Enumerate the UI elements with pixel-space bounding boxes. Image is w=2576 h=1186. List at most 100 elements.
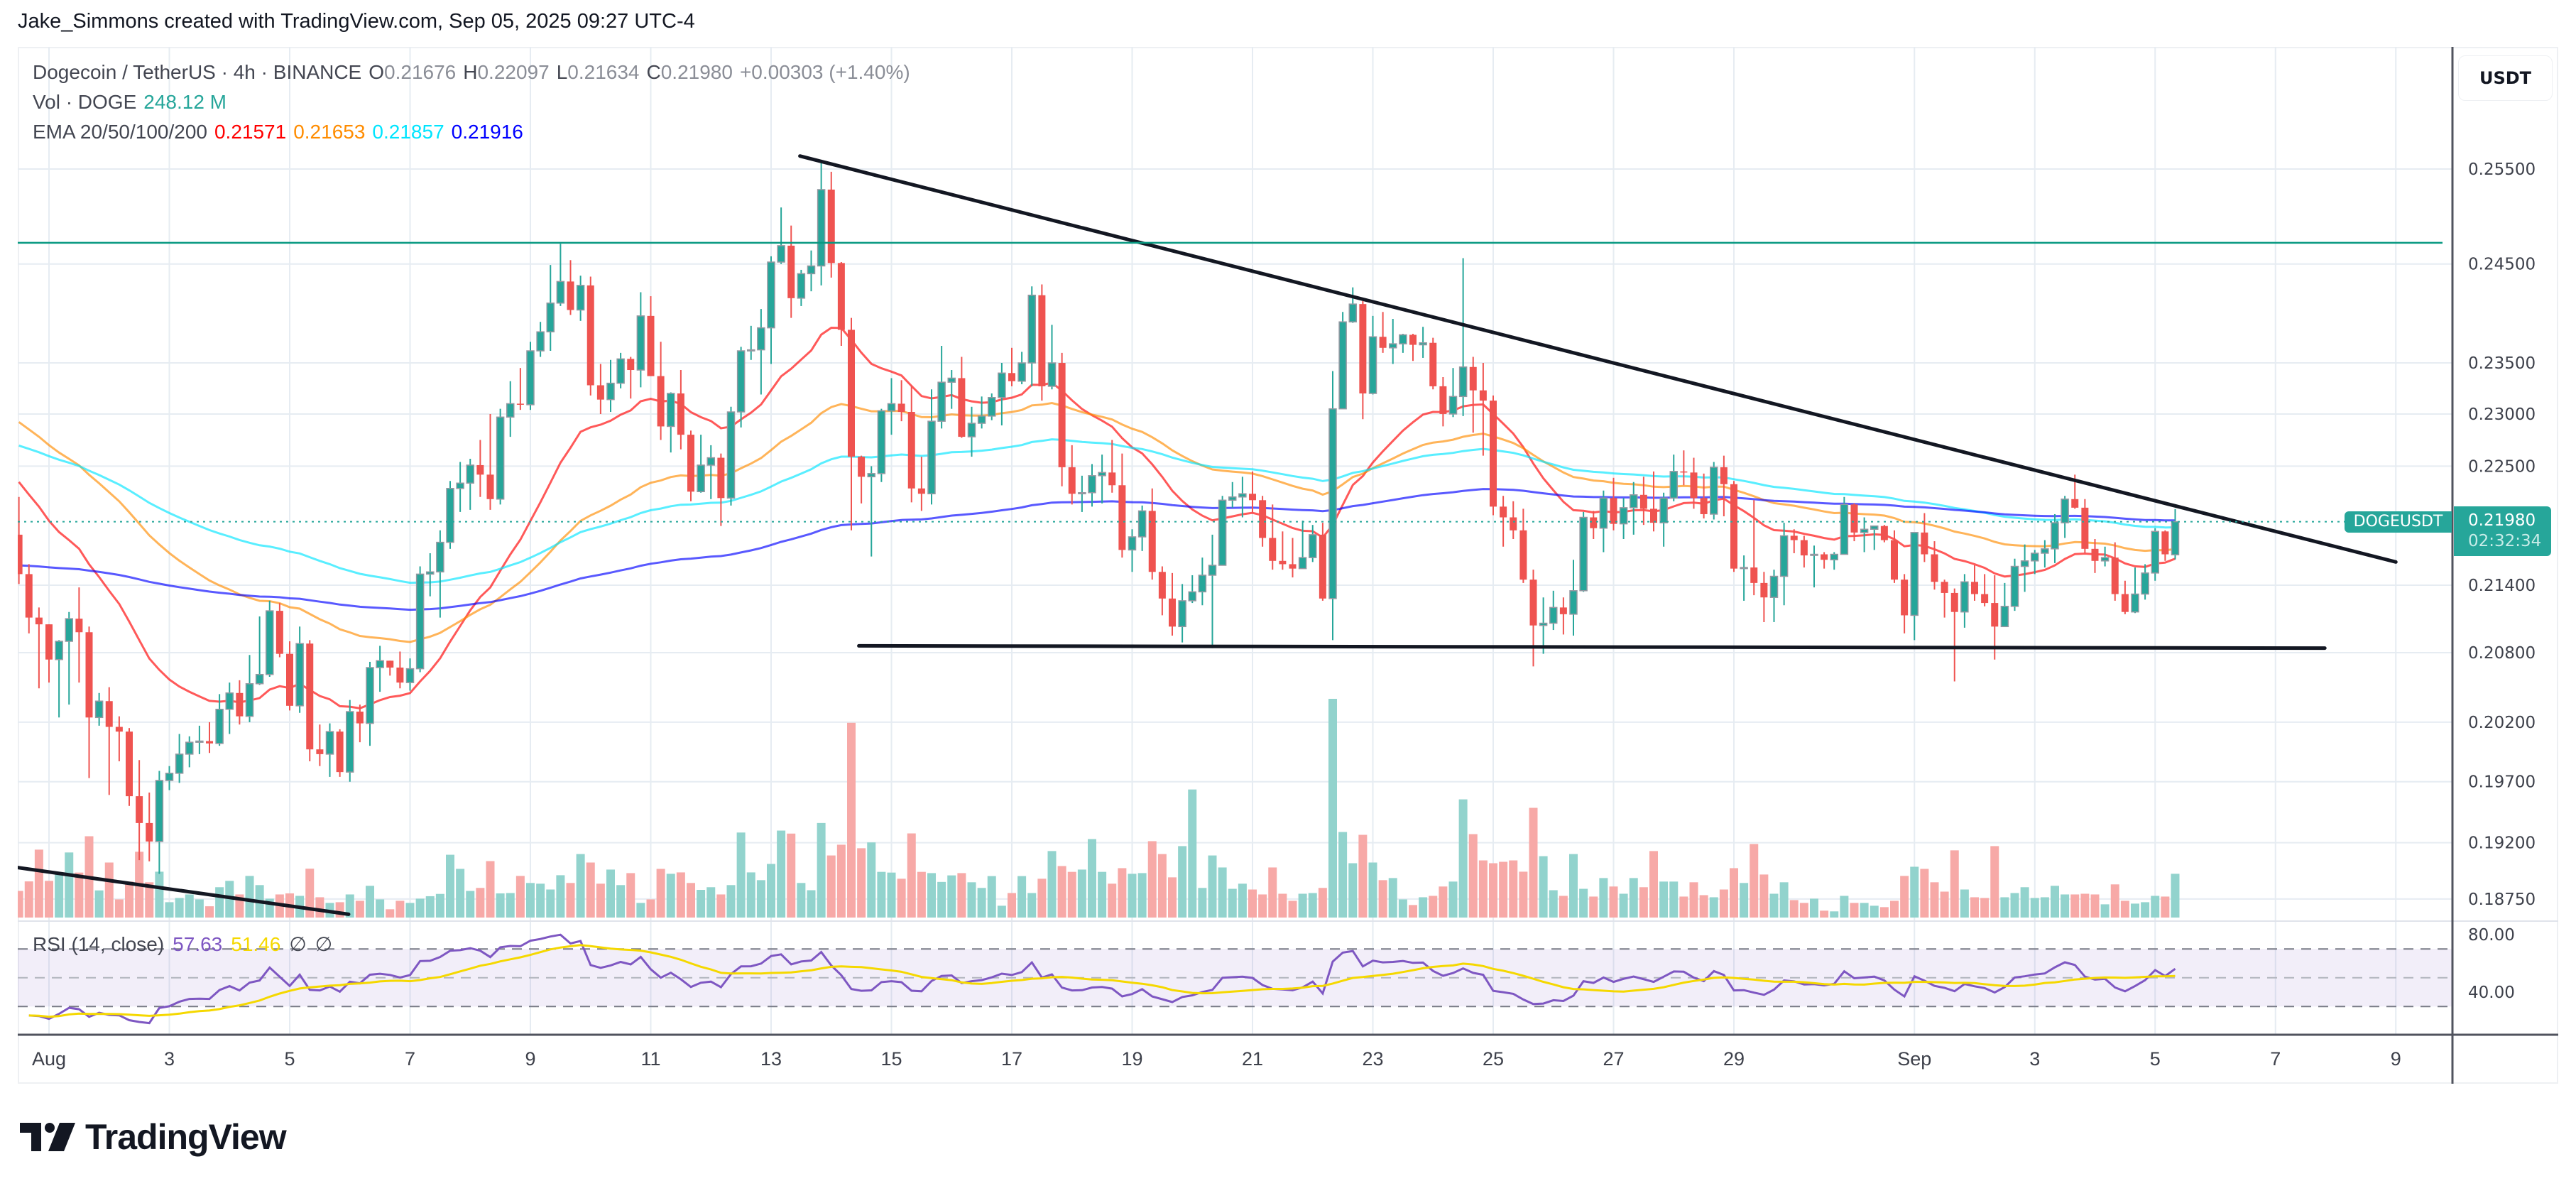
candle — [977, 396, 986, 429]
candle-body — [667, 393, 675, 428]
candle — [2151, 528, 2159, 581]
time-tick-label: 11 — [640, 1048, 660, 1070]
volume-bar — [395, 901, 405, 918]
candle-body — [567, 281, 574, 310]
volume-bar — [1730, 868, 1738, 918]
candle — [1448, 368, 1458, 418]
volume-bar — [1218, 867, 1227, 918]
volume-bar — [917, 871, 926, 918]
volume-bar — [797, 883, 806, 918]
rsi-ma-value: 51.46 — [231, 933, 281, 955]
currency-button[interactable]: USDT — [2458, 55, 2553, 101]
candle — [206, 722, 213, 754]
candle — [1148, 488, 1156, 580]
volume-bar — [145, 882, 154, 918]
candle — [1529, 570, 1537, 667]
candle — [1700, 473, 1708, 519]
candle-body — [175, 754, 184, 774]
volume-bar — [415, 898, 425, 918]
tradingview-logo[interactable]: TradingView — [20, 1116, 287, 1158]
candle-body — [415, 573, 425, 670]
drawings[interactable] — [18, 154, 2452, 916]
legend-symbol[interactable]: Dogecoin / TetherUS · 4h · BINANCE — [33, 61, 362, 83]
candle — [245, 655, 254, 722]
candle — [165, 766, 174, 790]
candle-body — [1870, 525, 1879, 531]
candle — [1188, 575, 1196, 604]
candle-body — [1208, 565, 1217, 576]
candle — [1821, 552, 1828, 569]
candle — [848, 317, 855, 531]
candle-body — [627, 359, 635, 371]
candle-body — [1860, 528, 1869, 533]
candle — [366, 661, 374, 746]
candle-body — [586, 285, 594, 386]
candle-body — [376, 660, 384, 668]
candle — [1779, 523, 1789, 606]
candle-body — [1769, 575, 1779, 598]
candle-body — [1740, 567, 1748, 570]
candle — [1368, 315, 1377, 395]
candle-body — [266, 610, 274, 675]
volume-bar — [777, 830, 786, 918]
candle-body — [1249, 494, 1256, 501]
rsi-tick-label: 40.00 — [2468, 984, 2515, 1002]
volume-bar — [94, 890, 104, 918]
candle — [1047, 325, 1057, 390]
candle-body — [386, 660, 394, 668]
candle — [1931, 541, 1938, 590]
candle-body — [937, 381, 946, 422]
volume-bar — [345, 894, 354, 918]
candle-series — [18, 161, 2180, 874]
volume-bar — [1108, 883, 1117, 918]
candle-body — [1098, 472, 1106, 477]
candle-body — [45, 624, 53, 660]
candle — [1539, 597, 1548, 654]
candle-body — [105, 701, 113, 727]
candle — [1458, 258, 1468, 416]
candle — [1610, 477, 1617, 531]
time-tick-label: 5 — [284, 1048, 295, 1070]
volume-bar — [1669, 881, 1679, 918]
candle — [1510, 501, 1517, 540]
legend-ema[interactable]: EMA 20/50/100/200 0.21571 0.21653 0.21857 0.… — [33, 121, 530, 143]
candle-body — [1188, 591, 1196, 602]
candle — [576, 276, 585, 321]
candle — [2081, 499, 2089, 553]
candle — [2061, 496, 2069, 538]
volume-bar — [1478, 860, 1488, 918]
candle — [1840, 496, 1849, 555]
candle-body — [136, 796, 143, 823]
candle-body — [927, 420, 936, 495]
volume-bar — [1067, 871, 1076, 918]
candle — [35, 607, 43, 689]
candle — [1490, 395, 1497, 516]
volume-bar — [1388, 878, 1397, 918]
candle-body — [697, 464, 705, 493]
volume-bar — [2070, 894, 2080, 918]
candle-body — [1901, 580, 1909, 616]
candle-body — [526, 350, 535, 406]
candle — [336, 729, 344, 777]
candle-body — [1148, 511, 1156, 572]
volume-bar — [2090, 894, 2100, 918]
volume-bar — [1539, 856, 1548, 918]
volume-bar — [1509, 860, 1518, 918]
volume-bar — [1468, 834, 1478, 918]
volume-bar — [1840, 896, 1849, 918]
legend-low-label: L — [556, 61, 568, 83]
legend-volume[interactable]: Vol · DOGE 248.12 M — [33, 91, 234, 114]
volume-bar — [366, 886, 374, 918]
ema-lines — [18, 326, 2176, 709]
candle — [567, 260, 574, 315]
candle-body — [867, 473, 875, 478]
rsi-legend[interactable]: RSI (14, close) 57.63 51.46 ∅ ∅ — [33, 932, 341, 956]
volume-bar — [826, 855, 836, 918]
candle — [1800, 535, 1808, 568]
candle-body — [1017, 362, 1026, 382]
volume-bar — [626, 873, 635, 918]
candle — [316, 724, 324, 766]
candle-body — [1659, 497, 1668, 523]
price-tick-label: 0.21400 — [2468, 577, 2536, 595]
